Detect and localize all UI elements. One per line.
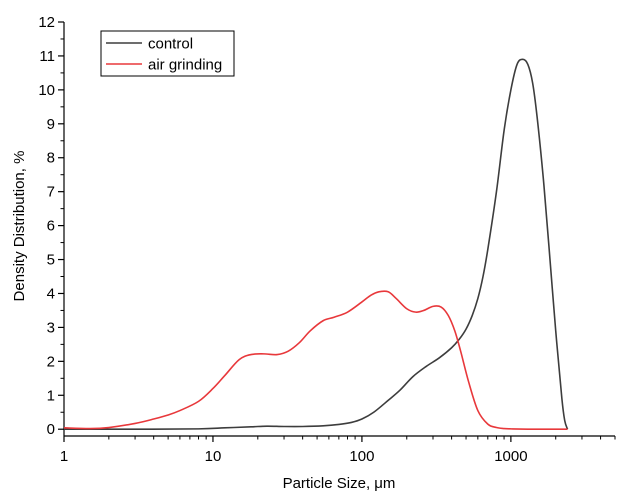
x-tick-label: 10 [205, 448, 222, 465]
x-axis-ticks: 1 10 100 1000 [60, 436, 616, 465]
legend: control air grinding [100, 30, 235, 77]
y-tick-label: 10 [38, 82, 55, 99]
y-tick-label: 3 [47, 319, 55, 336]
axes [63, 22, 615, 437]
y-tick-label: 8 [47, 150, 55, 167]
legend-box [100, 30, 235, 77]
series-lines [63, 58, 569, 431]
x-tick-label: 1000 [494, 448, 527, 465]
y-tick-label: 9 [47, 116, 55, 133]
series-line-control [63, 58, 569, 431]
series-line-air-grinding [63, 290, 568, 431]
y-tick-label: 6 [47, 218, 55, 235]
y-tick-label: 4 [47, 285, 55, 302]
x-tick-label: 1 [60, 448, 68, 465]
y-tick-label: 5 [47, 252, 55, 269]
y-axis-title: Density Distribution, % [11, 151, 28, 302]
x-axis-title: Particle Size, μm [283, 475, 396, 492]
x-tick-label: 100 [349, 448, 374, 465]
y-tick-label: 2 [47, 353, 55, 370]
y-tick-label: 1 [47, 387, 55, 404]
y-tick-label: 0 [47, 421, 55, 438]
legend-label-control: control [148, 36, 193, 53]
legend-label-air-grinding: air grinding [148, 57, 222, 74]
y-tick-label: 12 [38, 14, 55, 31]
y-tick-label: 11 [39, 48, 55, 65]
y-tick-label: 7 [47, 184, 55, 201]
